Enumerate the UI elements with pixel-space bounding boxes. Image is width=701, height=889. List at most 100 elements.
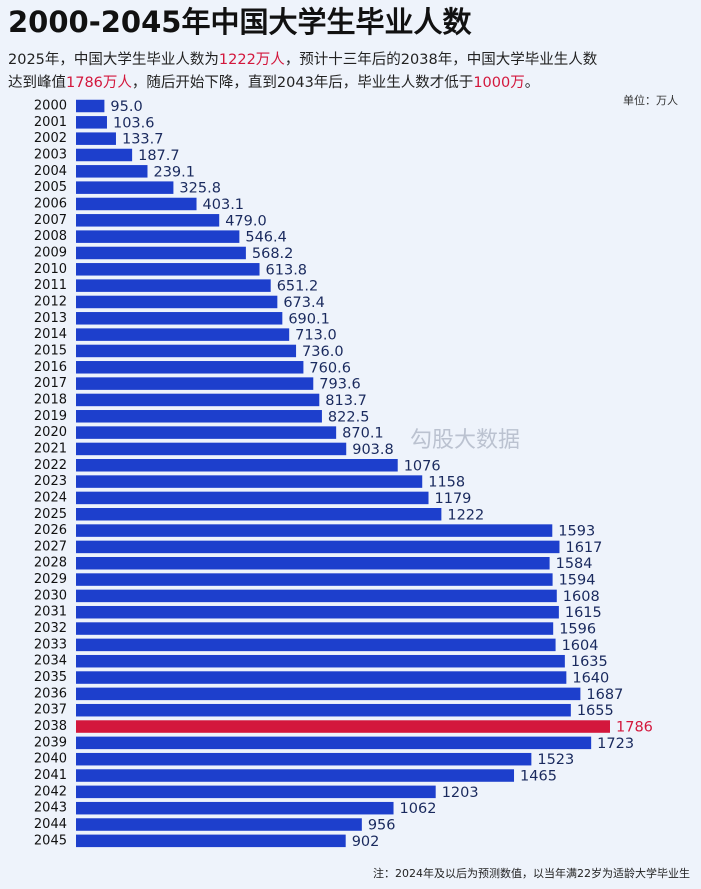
- y-tick-label: 2015: [34, 343, 67, 358]
- y-tick-label: 2022: [34, 458, 67, 473]
- value-label: 690.1: [288, 311, 330, 327]
- bar: [76, 524, 553, 537]
- value-label: 1655: [577, 703, 614, 719]
- bar: [76, 116, 107, 129]
- y-tick-label: 2017: [34, 376, 67, 391]
- y-tick-label: 2007: [34, 213, 67, 228]
- y-tick-label: 2000: [34, 99, 67, 114]
- y-tick-label: 2011: [34, 278, 67, 293]
- bar: [76, 393, 320, 407]
- y-tick-label: 2031: [34, 605, 67, 620]
- value-label: 187.7: [138, 148, 180, 164]
- y-tick-label: 2018: [34, 392, 67, 407]
- watermark: 勾股大数据: [410, 428, 520, 453]
- bar: [76, 246, 246, 260]
- y-tick-label: 2016: [34, 360, 67, 375]
- bar: [76, 230, 240, 243]
- value-label: 1584: [556, 556, 593, 572]
- bar: [76, 197, 197, 211]
- value-label: 325.8: [179, 181, 221, 197]
- bar: [76, 459, 398, 472]
- subtitle-text: 。: [525, 75, 540, 91]
- bar: [76, 426, 337, 439]
- value-label: 1608: [563, 589, 600, 605]
- value-label: 1222: [447, 507, 484, 523]
- bar: [76, 328, 290, 341]
- value-label: 546.4: [245, 230, 287, 246]
- y-tick-label: 2033: [34, 637, 67, 652]
- subtitle-text: ，预计十三年后的2038年，中国大学毕业生人数: [285, 51, 598, 68]
- y-tick-label: 2010: [34, 262, 67, 277]
- bar: [76, 475, 423, 488]
- value-label: 103.6: [113, 115, 155, 131]
- value-label: 1076: [404, 458, 441, 474]
- y-tick-label: 2029: [34, 572, 67, 587]
- bar: [76, 361, 304, 374]
- value-label: 760.6: [309, 360, 351, 376]
- y-tick-label: 2021: [34, 441, 67, 456]
- y-tick-label: 2034: [34, 654, 67, 669]
- y-tick-label: 2036: [34, 686, 67, 701]
- value-label: 870.1: [342, 426, 384, 442]
- bar: [76, 132, 116, 145]
- value-label: 822.5: [328, 409, 370, 425]
- chart-title: 2000-2045年中国大学生毕业人数: [8, 5, 472, 39]
- value-label: 1604: [562, 638, 599, 654]
- value-label: 1617: [565, 540, 602, 556]
- value-label: 813.7: [325, 393, 367, 409]
- y-tick-label: 2004: [34, 164, 67, 179]
- y-tick-label: 2005: [34, 180, 67, 195]
- value-label: 1596: [559, 622, 596, 638]
- value-label: 793.6: [319, 377, 361, 393]
- bar: [76, 589, 557, 603]
- bar: [76, 573, 553, 586]
- bar: [76, 654, 565, 668]
- value-label: 403.1: [203, 197, 245, 213]
- bar: [76, 491, 429, 505]
- y-tick-label: 2038: [34, 719, 67, 734]
- y-tick-label: 2001: [34, 115, 67, 130]
- y-tick-label: 2037: [34, 703, 67, 718]
- value-label: 1158: [428, 475, 465, 491]
- y-tick-label: 2039: [34, 735, 67, 750]
- y-tick-label: 2002: [34, 131, 67, 146]
- value-label: 239.1: [153, 164, 195, 180]
- bar: [76, 181, 174, 194]
- bar: [76, 410, 322, 423]
- value-label: 568.2: [252, 246, 294, 262]
- bar: [76, 785, 436, 799]
- bar: [76, 540, 560, 554]
- y-tick-label: 2043: [34, 801, 67, 816]
- value-label: 736.0: [302, 344, 344, 360]
- bar: [76, 769, 515, 782]
- value-label: 903.8: [352, 442, 394, 458]
- y-tick-label: 2003: [34, 147, 67, 162]
- bar: [76, 703, 571, 717]
- bar: [76, 622, 554, 635]
- subtitle-line: 达到峰值1786万人，随后开始下降，直到2043年后，毕业生人数才低于1000万…: [8, 74, 539, 91]
- value-label: 1687: [586, 687, 623, 703]
- bar: [76, 605, 559, 619]
- bar: [76, 214, 220, 227]
- y-tick-label: 2024: [34, 490, 67, 505]
- bar: [76, 508, 442, 521]
- y-tick-label: 2035: [34, 670, 67, 685]
- bar: [76, 801, 394, 815]
- bar: [76, 638, 556, 652]
- value-label: 1594: [559, 573, 596, 589]
- y-tick-label: 2013: [34, 311, 67, 326]
- value-label: 902: [352, 834, 380, 850]
- y-tick-label: 2014: [34, 327, 67, 342]
- subtitle-line: 2025年，中国大学生毕业人数为1222万人，预计十三年后的2038年，中国大学…: [8, 51, 598, 68]
- subtitle-highlight: 1000万: [473, 75, 524, 91]
- value-label: 1523: [537, 752, 574, 768]
- value-label: 1723: [597, 736, 634, 752]
- value-label: 651.2: [277, 279, 319, 295]
- y-tick-label: 2025: [34, 507, 67, 522]
- value-label: 479.0: [225, 213, 267, 229]
- bar: [76, 344, 297, 358]
- y-tick-label: 2008: [34, 229, 67, 244]
- value-label: 95.0: [110, 99, 142, 115]
- y-tick-label: 2009: [34, 245, 67, 260]
